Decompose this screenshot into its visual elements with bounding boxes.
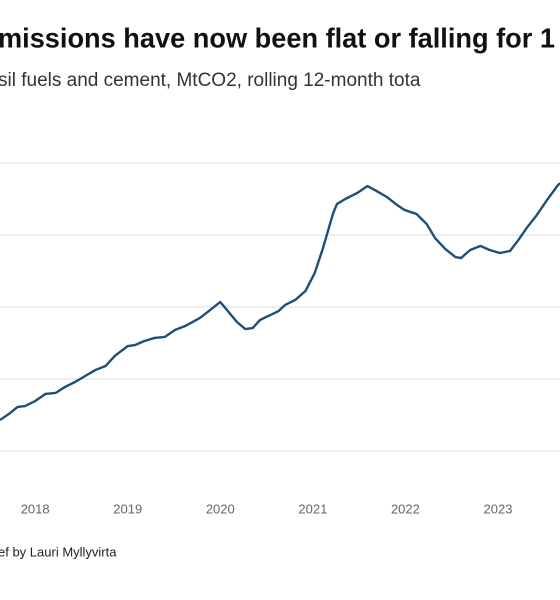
x-tick-label: 2018 (21, 501, 50, 516)
x-tick-label: 2022 (391, 501, 420, 516)
chart-subtitle: sil fuels and cement, MtCO2, rolling 12-… (0, 70, 421, 91)
chart-title: missions have now been flat or falling f… (0, 22, 555, 53)
x-tick-label: 2020 (206, 501, 235, 516)
line-series (0, 182, 560, 422)
x-tick-label: 2023 (484, 501, 513, 516)
x-tick-label: 2019 (113, 501, 142, 516)
x-tick-label: 2021 (298, 501, 327, 516)
source: ef by Lauri Myllyvirta (0, 544, 117, 559)
